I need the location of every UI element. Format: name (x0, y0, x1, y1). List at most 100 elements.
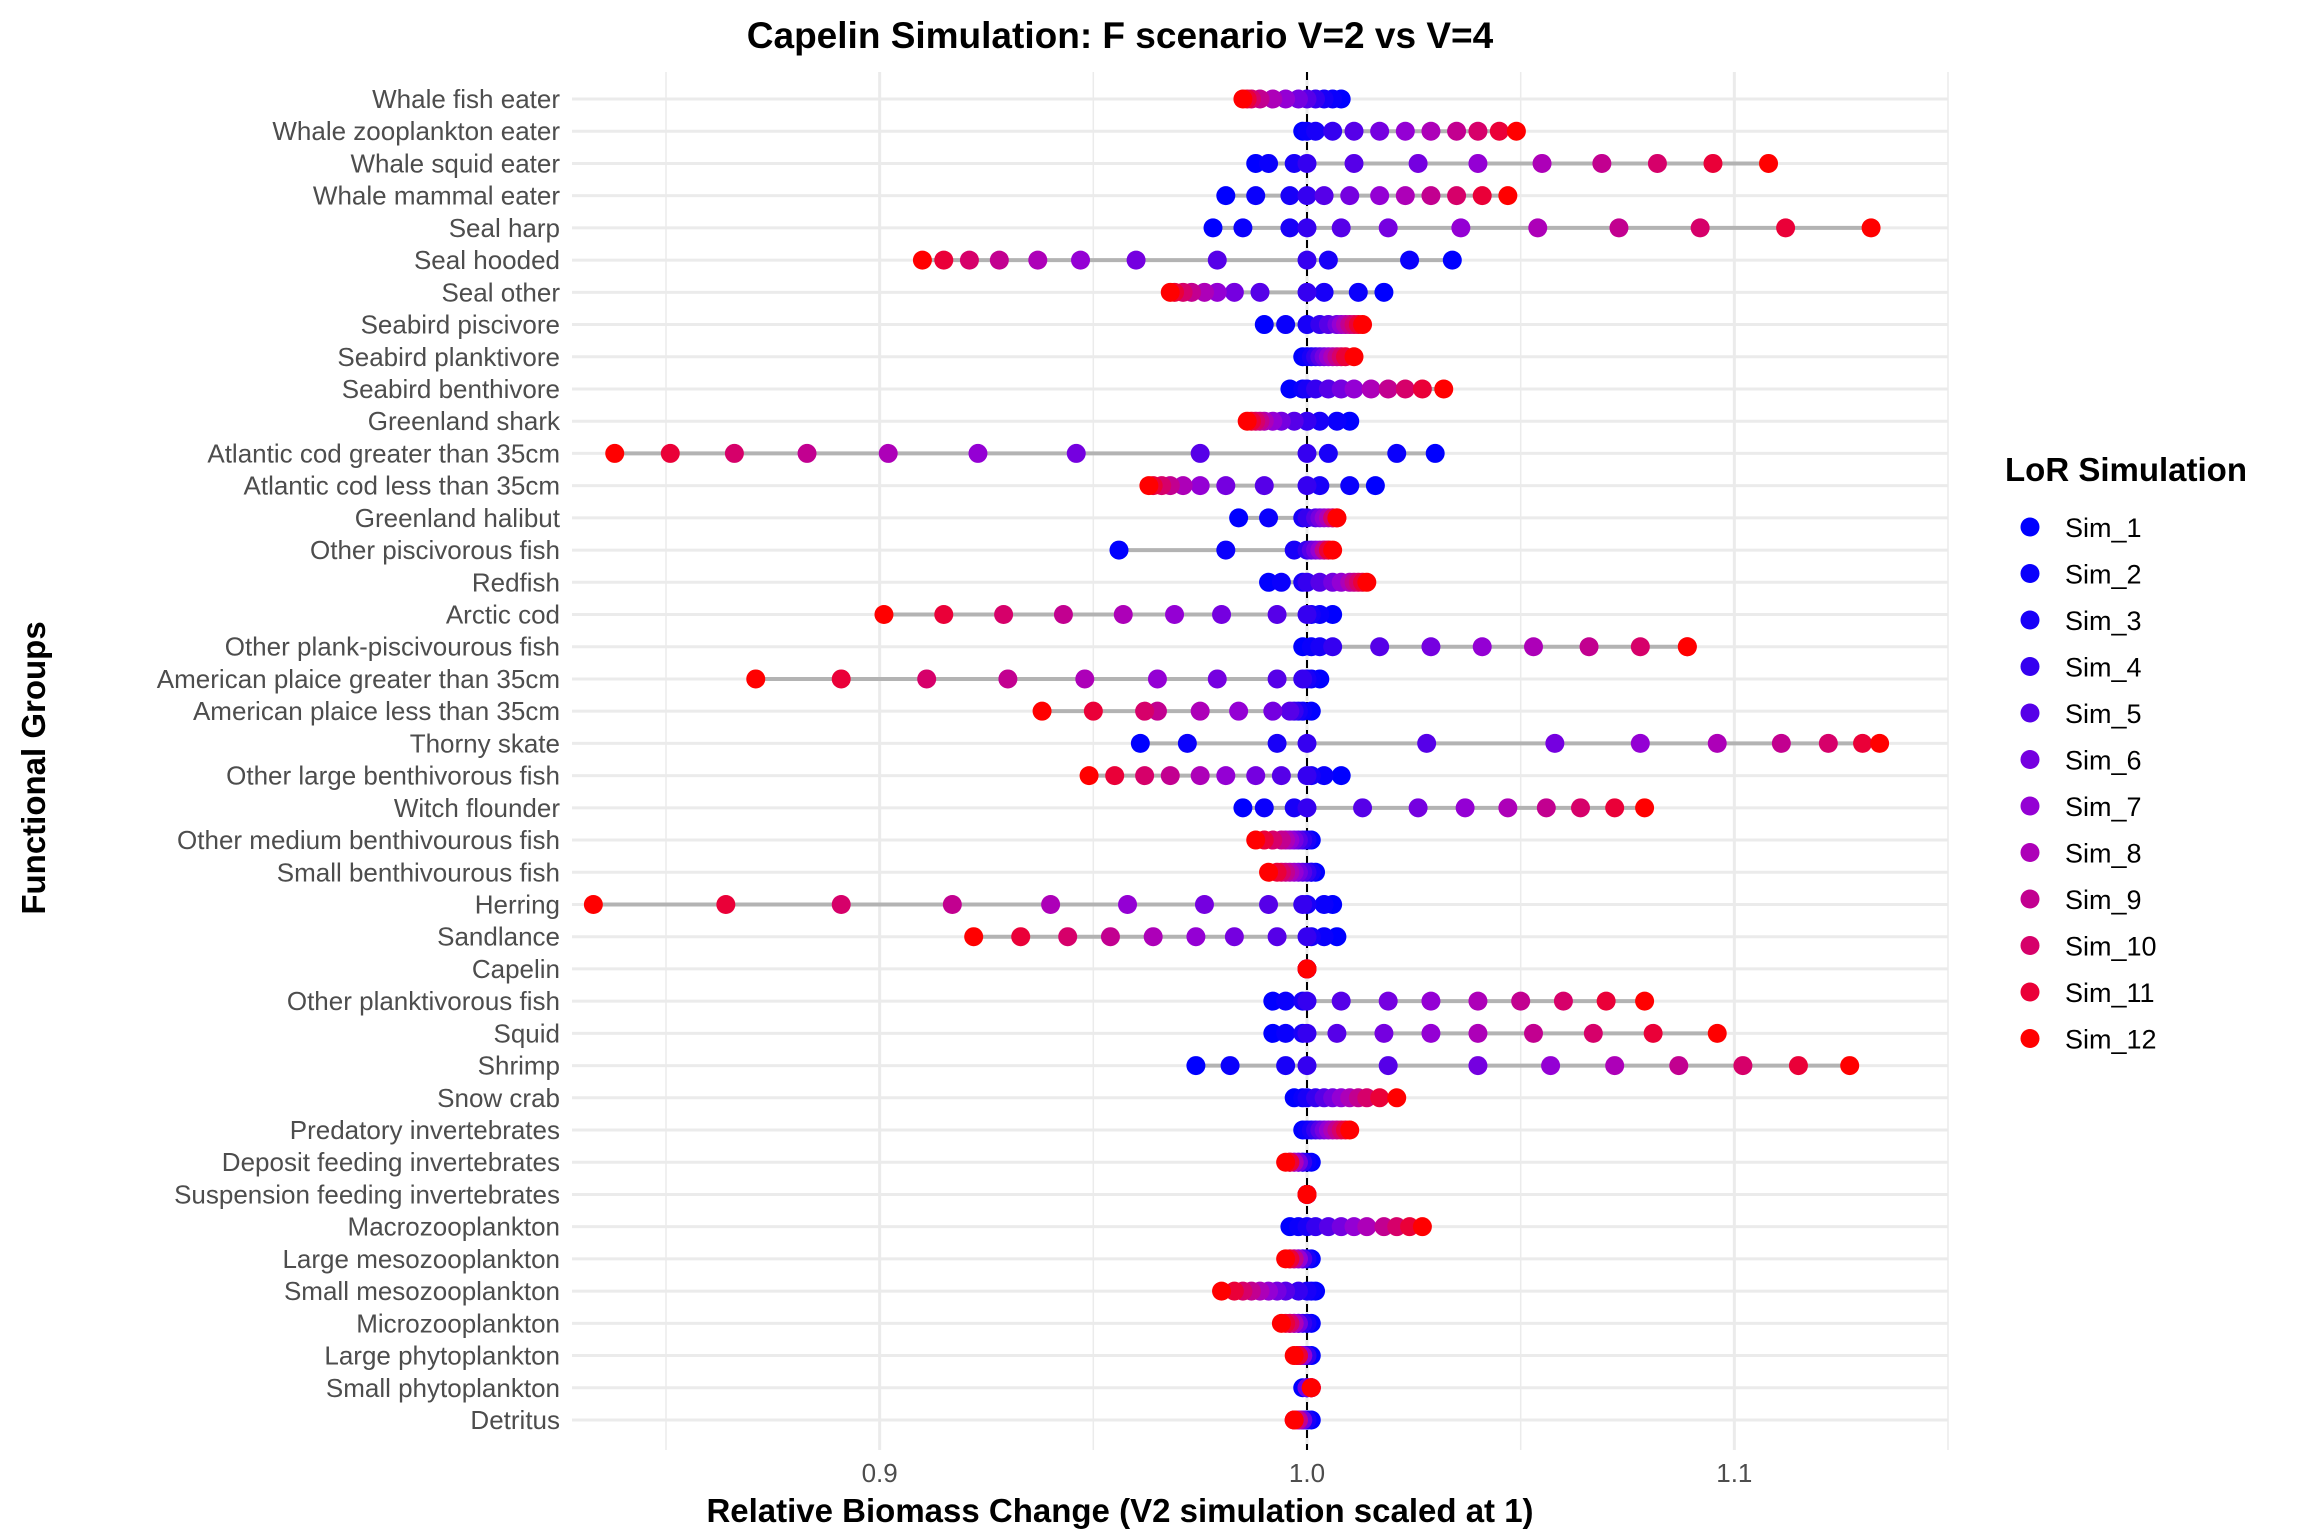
data-point (1126, 250, 1146, 270)
data-point (1378, 1056, 1398, 1076)
data-point (1190, 701, 1210, 721)
legend-key (2020, 889, 2040, 909)
data-point (1523, 1023, 1543, 1043)
data-point (1327, 508, 1347, 528)
data-point (1643, 1023, 1663, 1043)
data-point (1870, 733, 1890, 753)
legend-label: Sim_5 (2065, 699, 2142, 729)
data-point (1297, 1184, 1317, 1204)
data-point (1323, 121, 1343, 141)
y-tick-label: Shrimp (478, 1051, 560, 1081)
y-tick-label: Large mesozooplankton (282, 1244, 560, 1274)
data-point (1130, 733, 1150, 753)
data-point (1468, 121, 1488, 141)
data-point (1605, 798, 1625, 818)
data-point (1297, 476, 1317, 496)
y-tick-label: Deposit feeding invertebrates (222, 1147, 560, 1177)
data-point (998, 669, 1018, 689)
data-point (1498, 798, 1518, 818)
data-point (605, 443, 625, 463)
data-point (1421, 991, 1441, 1011)
legend-key (2020, 1029, 2040, 1048)
data-point (1194, 894, 1214, 914)
data-point (1297, 218, 1317, 238)
data-point (1331, 766, 1351, 786)
legend-key (2020, 517, 2040, 537)
data-point (1224, 282, 1244, 302)
data-point (716, 894, 736, 914)
data-point (1344, 153, 1364, 173)
data-point (660, 443, 680, 463)
x-axis-title: Relative Biomass Change (V2 simulation s… (706, 1492, 1533, 1529)
data-point (1635, 798, 1655, 818)
data-point (1254, 798, 1274, 818)
data-point (1370, 121, 1390, 141)
data-point (1297, 250, 1317, 270)
data-point (1212, 605, 1232, 625)
y-tick-label: American plaice greater than 35cm (157, 664, 560, 694)
data-point (934, 250, 954, 270)
y-tick-label: Seal harp (449, 213, 560, 243)
data-point (968, 443, 988, 463)
data-point (1216, 540, 1236, 560)
data-point (1378, 991, 1398, 1011)
data-point (1190, 766, 1210, 786)
data-point (1284, 1346, 1304, 1366)
data-point (1028, 250, 1048, 270)
data-point (1207, 669, 1227, 689)
data-point (989, 250, 1009, 270)
data-point (583, 894, 603, 914)
data-point (1284, 1410, 1304, 1430)
data-point (934, 605, 954, 625)
data-point (1271, 572, 1291, 592)
y-tick-label: Other piscivorous fish (310, 535, 560, 565)
data-point (1297, 443, 1317, 463)
data-point (1733, 1056, 1753, 1076)
y-tick-label: Thorny skate (410, 728, 560, 758)
y-tick-label: Macrozooplankton (348, 1212, 560, 1242)
data-point (1408, 798, 1428, 818)
data-point (1370, 186, 1390, 206)
data-point (724, 443, 744, 463)
data-point (1280, 186, 1300, 206)
x-tick-label: 1.0 (1289, 1458, 1325, 1488)
data-point (1293, 894, 1313, 914)
y-tick-label: American plaice less than 35cm (193, 696, 560, 726)
y-tick-label: Suspension feeding invertebrates (174, 1179, 560, 1209)
data-point (1053, 605, 1073, 625)
data-point (1186, 927, 1206, 947)
data-point (1297, 733, 1317, 753)
data-point (1818, 733, 1838, 753)
data-point (746, 669, 766, 689)
data-point (1583, 1023, 1603, 1043)
legend-label: Sim_7 (2065, 792, 2142, 822)
data-point (1297, 1056, 1317, 1076)
data-point (1536, 798, 1556, 818)
data-point (1139, 476, 1159, 496)
data-point (1370, 1088, 1390, 1108)
data-point (1237, 411, 1257, 431)
data-point (1105, 766, 1125, 786)
legend-label: Sim_8 (2065, 839, 2142, 869)
data-point (1455, 798, 1475, 818)
data-point (1387, 1088, 1407, 1108)
legend-key (2020, 703, 2040, 723)
data-point (1472, 186, 1492, 206)
y-tick-label: Small mesozooplankton (284, 1276, 560, 1306)
y-tick-label: Detritus (470, 1405, 560, 1435)
legend-label: Sim_9 (2065, 885, 2142, 915)
data-point (1306, 121, 1326, 141)
data-point (1472, 637, 1492, 657)
legend-label: Sim_11 (2065, 978, 2155, 1008)
data-point (1395, 186, 1415, 206)
legend-key (2020, 796, 2040, 816)
data-point (1263, 701, 1283, 721)
data-point (831, 669, 851, 689)
data-point (1032, 701, 1052, 721)
data-point (994, 605, 1014, 625)
data-point (1160, 282, 1180, 302)
data-point (1489, 121, 1509, 141)
data-point (959, 250, 979, 270)
data-point (1861, 218, 1881, 238)
